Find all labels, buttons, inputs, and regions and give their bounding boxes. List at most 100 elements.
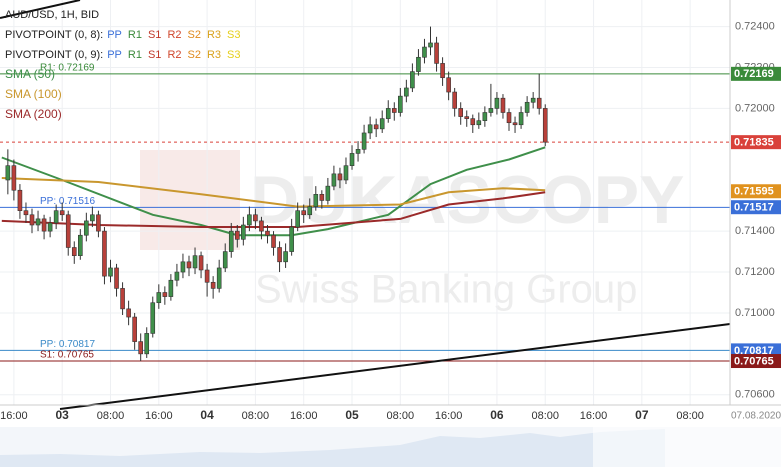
pivot-legend-item: R2: [167, 49, 181, 61]
pivot-legend-item: R2: [167, 29, 181, 41]
pivot-legend-label: PIVOTPOINT (0, 9):: [5, 49, 103, 61]
candle-body: [325, 185, 331, 201]
candle-body: [138, 341, 143, 355]
candle-body: [132, 316, 137, 342]
candle-body: [59, 210, 65, 216]
candle-body: [464, 116, 470, 119]
x-tick-label: 16:00: [0, 410, 28, 422]
chart-title: AUD/USD, 1H, BID: [5, 9, 99, 21]
trend-line: [0, 0, 81, 19]
candle-body: [126, 308, 131, 318]
candle-body: [277, 247, 282, 263]
candle-body: [367, 124, 373, 134]
candle-body: [452, 91, 457, 109]
candle-body: [337, 173, 343, 181]
candle-body: [416, 56, 421, 72]
candle-body: [506, 112, 512, 124]
candle-body: [434, 42, 439, 64]
candle-body: [524, 101, 530, 113]
candle-body: [35, 218, 41, 226]
candle-body: [307, 206, 313, 216]
candle-body: [234, 230, 240, 240]
x-tick-label: 16:00: [580, 410, 608, 422]
trend-line: [59, 323, 731, 410]
candle-body: [216, 267, 222, 289]
legend: AUD/USD, 1H, BID PIVOTPOINT (0, 8): PP R1 S1…: [5, 9, 241, 121]
pivot-legend-item: S2: [188, 49, 201, 61]
candle-body: [440, 63, 445, 79]
candle-body: [518, 112, 524, 126]
candle-body: [404, 87, 409, 97]
candle-body: [150, 302, 156, 334]
pivot-legend-item: S1: [148, 49, 161, 61]
candle-body: [512, 122, 518, 126]
axes: 0.724000.722000.720000.714000.712000.710…: [0, 20, 781, 422]
candle-body: [476, 120, 482, 126]
candle-body: [23, 210, 29, 216]
candle-body: [228, 230, 234, 252]
candle-body: [222, 251, 228, 269]
candle-body: [500, 97, 506, 113]
candle-body: [78, 234, 83, 256]
price-tag: [731, 66, 781, 81]
price-tag: [731, 184, 781, 199]
y-tick-label: 0.72400: [735, 20, 775, 32]
price-tag: [731, 343, 781, 358]
watermark: DUKASCOPY Swiss Banking Group: [140, 150, 685, 312]
candle-body: [458, 108, 464, 117]
candle-body: [180, 261, 186, 273]
x-tick-label: 03: [56, 408, 70, 422]
candle-body: [530, 97, 536, 103]
candle-body: [120, 288, 125, 310]
x-tick-label: 16:00: [145, 410, 173, 422]
x-tick-label: 08:00: [242, 410, 270, 422]
candle-body: [536, 97, 542, 109]
y-tick-label: 0.71400: [735, 225, 775, 237]
price-tag-label: 0.71595: [734, 186, 774, 198]
sma-line: [1, 191, 546, 228]
pivot-legend-item: PP: [107, 49, 122, 61]
candle-body: [301, 210, 307, 216]
price-tag-label: 0.71835: [734, 137, 774, 149]
candle-body: [289, 226, 294, 252]
pivot-legend: PIVOTPOINT (0, 9): PP R1 S1 R2 S2 R3 S3: [5, 49, 241, 61]
candle-body: [391, 108, 397, 113]
navigator-window: [593, 427, 781, 467]
x-tick-label: 06: [490, 408, 504, 422]
candle-body: [373, 124, 379, 130]
candle-body: [192, 255, 198, 269]
candle-body: [271, 234, 276, 248]
price-tag-label: 0.71517: [734, 202, 774, 214]
sma-line: [1, 146, 546, 237]
legend-entry: SMA (100): [5, 87, 62, 101]
candle-body: [204, 269, 210, 283]
candle-body: [47, 222, 53, 232]
candle-body: [210, 281, 216, 289]
candle-body: [482, 112, 488, 121]
candle-body: [29, 214, 35, 226]
x-tick-label: 08:00: [387, 410, 415, 422]
sma-line: [1, 177, 546, 208]
candle-body: [313, 194, 319, 207]
candle-body: [84, 220, 89, 236]
candle-body: [428, 42, 433, 48]
candle-body: [349, 153, 355, 166]
candle-body: [156, 292, 162, 304]
candle-body: [398, 95, 403, 113]
candle-body: [494, 97, 500, 109]
candle-body: [355, 149, 361, 154]
pivot-legend-item: S2: [188, 29, 201, 41]
candle-body: [5, 165, 11, 181]
price-tag: [731, 135, 781, 150]
candle-body: [11, 165, 17, 191]
candle-body: [102, 230, 107, 277]
pivot-legend-item: S3: [227, 49, 240, 61]
price-tag: [731, 354, 781, 369]
candle-body: [17, 189, 23, 211]
x-tick-label: 07: [635, 408, 649, 422]
candle-body: [470, 118, 476, 126]
price-tag: [731, 200, 781, 215]
x-tick-label: 08:00: [97, 410, 125, 422]
